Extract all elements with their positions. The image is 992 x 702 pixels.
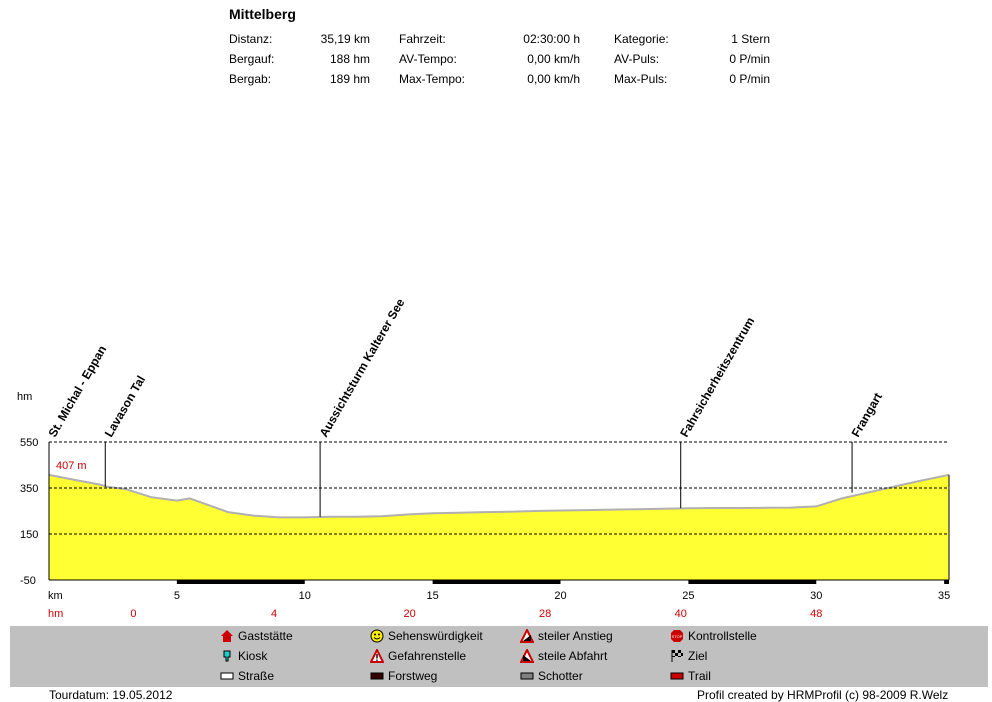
hm-value-label: 28 bbox=[539, 608, 551, 620]
legend-item-steile-abfahrt: steile Abfahrt bbox=[519, 647, 607, 663]
legend-panel: Gaststätte Kiosk Straße Sehenswürdigkeit… bbox=[10, 626, 988, 687]
stat-value-avg-pulse: 0 P/min bbox=[729, 52, 770, 66]
waypoint-label: Frangart bbox=[849, 390, 885, 439]
elevation-line bbox=[48, 473, 950, 519]
hm-value-label: 0 bbox=[130, 608, 136, 620]
y-tick-label: -50 bbox=[20, 575, 36, 587]
tour-date: Tourdatum: 19.05.2012 bbox=[49, 688, 173, 702]
x-tick-label: 10 bbox=[299, 590, 311, 602]
elevation-area bbox=[49, 474, 949, 580]
stat-value-avg-speed: 0,00 km/h bbox=[527, 52, 580, 66]
stat-value-distance: 35,19 km bbox=[320, 32, 370, 46]
smiley-icon bbox=[370, 629, 384, 643]
y-axis-label: hm bbox=[17, 391, 32, 403]
surface-segment bbox=[432, 580, 561, 584]
waypoint-label: Fahrsicherheitszentrum bbox=[677, 315, 757, 440]
x-axis-label: km bbox=[48, 590, 63, 602]
legend-item-gefahrenstelle: Gefahrenstelle bbox=[369, 647, 466, 663]
stat-label-time: Fahrzeit: bbox=[399, 32, 446, 46]
stat-label-max-speed: Max-Tempo: bbox=[399, 72, 466, 86]
legend-item-kiosk: Kiosk bbox=[220, 649, 267, 663]
stat-value-max-speed: 0,00 km/h bbox=[527, 72, 580, 86]
waypoint-label: Aussichtsturm Kalterer See bbox=[317, 296, 408, 440]
surface-segment bbox=[176, 580, 305, 584]
hm-value-label: 4 bbox=[271, 608, 277, 620]
legend-item-schotter: Schotter bbox=[520, 669, 583, 683]
stat-value-max-pulse: 0 P/min bbox=[729, 72, 770, 86]
hm-row-label: hm bbox=[48, 608, 63, 620]
legend-item-gaststaette: Gaststätte bbox=[220, 629, 293, 643]
stop-icon: STOP bbox=[670, 629, 684, 643]
x-tick-label: 30 bbox=[810, 590, 822, 602]
stat-value-ascent: 188 hm bbox=[329, 52, 370, 66]
stat-value-time: 02:30:00 h bbox=[523, 32, 580, 46]
stat-value-category: 1 Stern bbox=[731, 32, 770, 46]
steep-down-icon bbox=[519, 647, 535, 663]
danger-icon bbox=[369, 647, 385, 663]
stat-label-ascent: Bergauf: bbox=[229, 52, 275, 66]
legend-item-strasse: Straße bbox=[220, 669, 274, 683]
y-tick-label: 150 bbox=[20, 529, 38, 541]
stat-label-distance: Distanz: bbox=[229, 32, 273, 46]
stat-label-descent: Bergab: bbox=[229, 72, 272, 86]
stat-label-category: Kategorie: bbox=[614, 32, 669, 46]
forest-road-swatch-icon bbox=[370, 669, 384, 683]
x-tick-label: 5 bbox=[174, 590, 180, 602]
stat-value-descent: 189 hm bbox=[329, 72, 370, 86]
kiosk-icon bbox=[220, 649, 234, 663]
hm-value-label: 48 bbox=[810, 608, 822, 620]
hm-value-label: 40 bbox=[675, 608, 687, 620]
surface-segment bbox=[688, 580, 817, 584]
tour-title: Mittelberg bbox=[229, 6, 296, 22]
start-elevation-label: 407 m bbox=[56, 460, 87, 472]
gravel-swatch-icon bbox=[520, 669, 534, 683]
stat-label-avg-speed: AV-Tempo: bbox=[399, 52, 457, 66]
x-tick-label: 35 bbox=[938, 590, 950, 602]
legend-item-steiler-anstieg: steiler Anstieg bbox=[519, 627, 613, 643]
stat-label-max-pulse: Max-Puls: bbox=[614, 72, 668, 86]
x-tick-label: 15 bbox=[427, 590, 439, 602]
legend-item-forstweg: Forstweg bbox=[370, 669, 437, 683]
svg-text:STOP: STOP bbox=[672, 634, 683, 639]
legend-item-ziel: Ziel bbox=[670, 649, 707, 663]
y-tick-label: 350 bbox=[20, 483, 38, 495]
profile-credit: Profil created by HRMProfil (c) 98-2009 … bbox=[697, 688, 949, 702]
x-tick-label: 25 bbox=[682, 590, 694, 602]
legend-item-sehenswuerdigkeit: Sehenswürdigkeit bbox=[370, 629, 483, 643]
finish-flag-icon bbox=[670, 649, 684, 663]
y-tick-label: 550 bbox=[20, 437, 38, 449]
x-tick-label: 20 bbox=[554, 590, 566, 602]
waypoint-label: St. Michal - Eppan bbox=[45, 343, 109, 439]
hm-value-label: 20 bbox=[403, 608, 415, 620]
steep-up-icon bbox=[519, 627, 535, 643]
surface-segment bbox=[944, 580, 949, 584]
stat-label-avg-pulse: AV-Puls: bbox=[614, 52, 660, 66]
waypoint-label: Lavason Tal bbox=[102, 373, 148, 439]
legend-item-kontrollstelle: STOP Kontrollstelle bbox=[670, 629, 757, 643]
legend-item-trail: Trail bbox=[670, 669, 711, 683]
road-swatch-icon bbox=[220, 669, 234, 683]
house-icon bbox=[220, 629, 234, 643]
trail-swatch-icon bbox=[670, 669, 684, 683]
